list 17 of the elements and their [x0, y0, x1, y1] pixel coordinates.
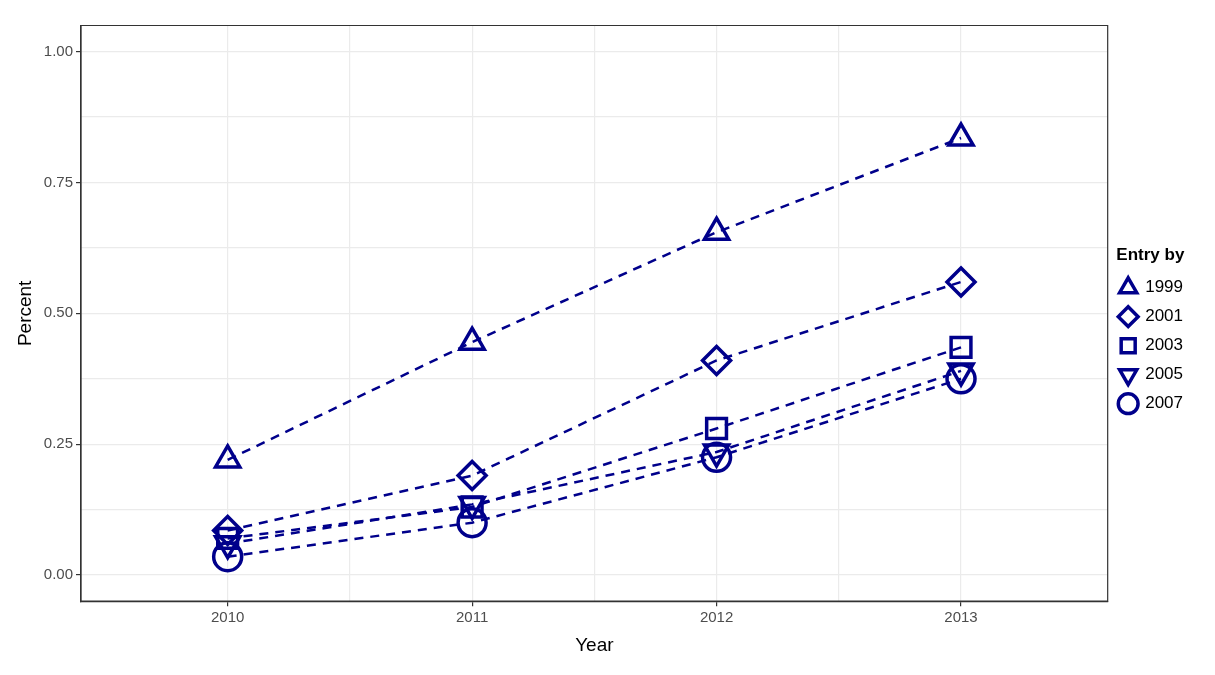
y-tick-label: 1.00	[43, 41, 73, 59]
y-tick-label: 0.75	[43, 172, 73, 190]
x-tick-label: 2010	[210, 608, 245, 626]
legend-label: 2007	[1145, 393, 1184, 413]
legend-title: Entry by	[1116, 244, 1185, 264]
legend-label: 2003	[1145, 335, 1184, 355]
y-tick-label: 0.00	[43, 565, 73, 583]
legend-label: 2001	[1145, 306, 1184, 326]
legend-label: 2005	[1145, 364, 1184, 384]
legend-label: 1999	[1145, 277, 1184, 297]
x-axis-title: Year	[575, 633, 615, 655]
y-axis-title: Percent	[13, 279, 35, 347]
x-tick-label: 2011	[455, 608, 489, 626]
x-tick-label: 2013	[944, 608, 978, 626]
x-tick-label: 2012	[699, 608, 734, 626]
y-tick-label: 0.25	[43, 434, 73, 452]
y-tick-label: 0.50	[43, 303, 73, 321]
